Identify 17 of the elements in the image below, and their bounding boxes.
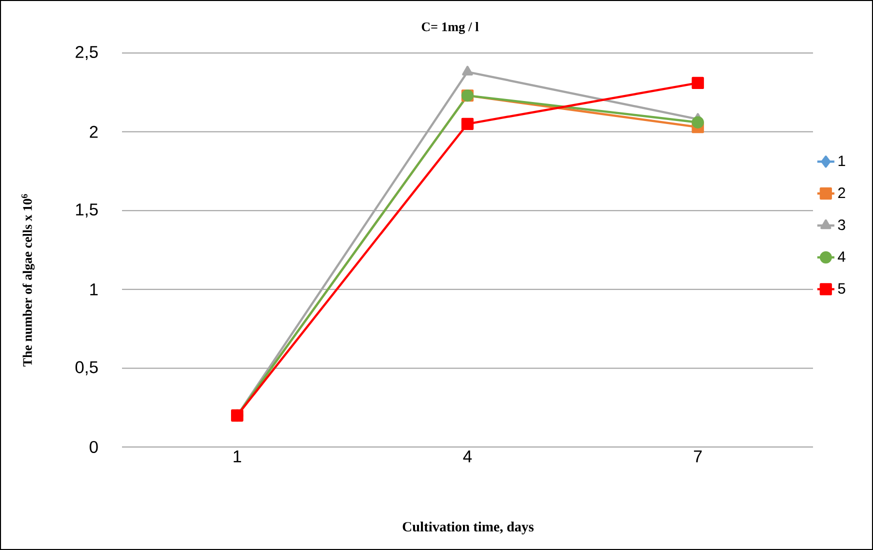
y-tick-label: 1,5 <box>76 204 98 218</box>
x-tick-label: 7 <box>694 450 702 462</box>
legend-label: 3 <box>838 219 846 230</box>
y-tick-label: 2 <box>90 126 98 138</box>
legend-label: 1 <box>838 156 846 166</box>
x-tick-label: 4 <box>463 450 472 462</box>
x-tick-label: 1 <box>234 450 242 462</box>
x-axis-title: Cultivation time, days <box>402 522 534 534</box>
y-tick-label: 2,5 <box>76 46 98 60</box>
y-tick-label: 0 <box>90 440 98 454</box>
chart-title: C= 1mg / l <box>422 22 479 34</box>
legend-label: 2 <box>838 188 846 198</box>
y-axis-title: The number of algae cells x 10$^{6}$ <box>21 194 35 366</box>
y-tick-label: 1 <box>90 284 98 296</box>
legend-label: 4 <box>838 251 846 262</box>
legend-label: 5 <box>838 283 846 294</box>
y-tick-label: 0,5 <box>75 361 98 376</box>
